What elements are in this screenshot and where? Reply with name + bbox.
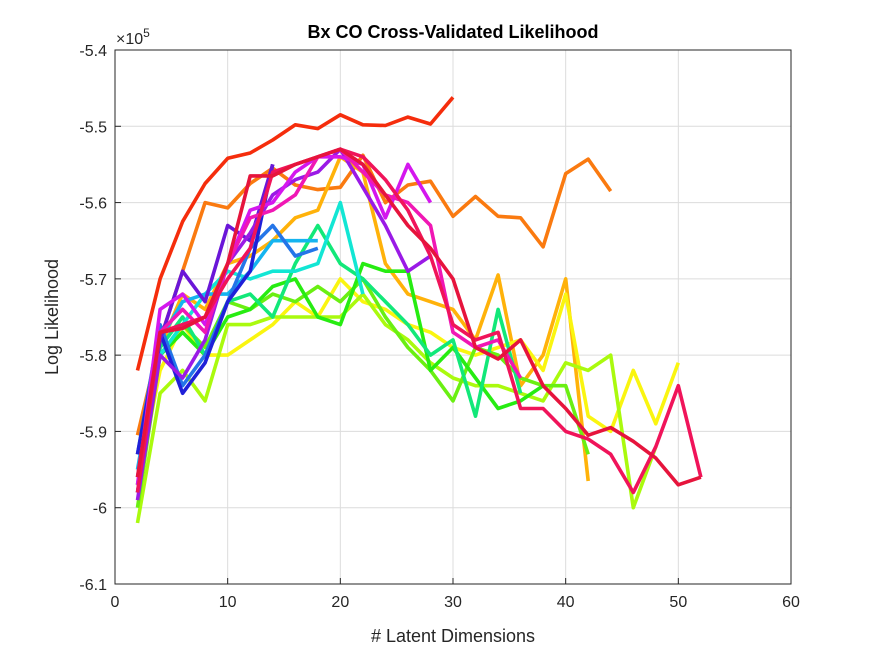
x-tick-label: 20 [331,594,349,611]
y-tick-label: -6.1 [79,577,107,594]
x-axis-ticks: 0 10 20 30 40 50 60 [111,578,800,611]
series-line-18 [135,147,702,487]
series-line-9 [135,200,365,478]
x-axis-label: # Latent Dimensions [371,626,535,646]
y-axis-ticks: -6.1 -6 -5.9 -5.8 -5.7 -5.6 -5.5 -5.4 [79,43,121,594]
y-tick-label: -5.4 [79,43,107,60]
y-axis-label: Log Likelihood [42,259,62,375]
series-line-1 [135,96,455,371]
x-tick-label: 30 [444,594,462,611]
y-tick-label: -5.7 [79,272,107,289]
y-tick-label: -5.5 [79,119,107,136]
x-tick-label: 60 [782,594,800,611]
series-line-15 [135,155,433,486]
x-tick-label: 0 [111,594,120,611]
y-tick-label: -5.8 [79,348,107,365]
x-tick-label: 10 [219,594,237,611]
x-tick-label: 50 [669,594,687,611]
axis-exponent: ×105 [116,26,150,48]
chart-title: Bx CO Cross-Validated Likelihood [307,22,598,42]
y-tick-label: -6 [93,501,107,518]
x-tick-label: 40 [557,594,575,611]
series-layer [135,96,703,524]
y-tick-label: -5.9 [79,424,107,441]
y-tick-label: -5.6 [79,196,107,213]
series-line-17 [135,147,703,495]
axis-exponent-base: ×10 [116,31,143,48]
axis-exponent-power: 5 [143,26,150,40]
